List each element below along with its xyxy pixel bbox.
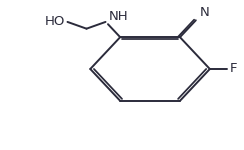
- Text: F: F: [229, 63, 237, 75]
- Text: HO: HO: [45, 15, 66, 28]
- Text: NH: NH: [109, 10, 129, 23]
- Text: N: N: [200, 6, 209, 19]
